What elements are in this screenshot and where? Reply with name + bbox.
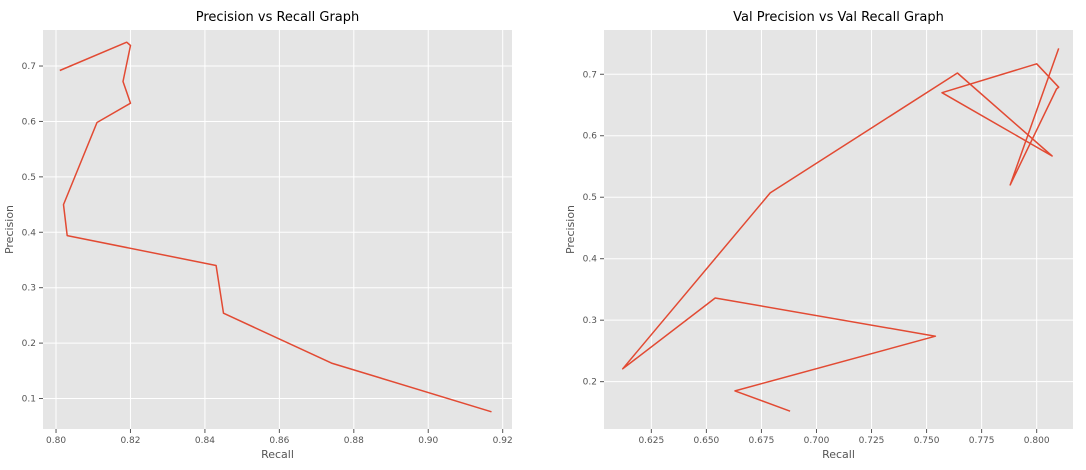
x-tick-label: 0.86 — [269, 436, 289, 446]
plot-area — [604, 30, 1073, 429]
y-tick-label: 0.7 — [583, 70, 597, 80]
grid-lines — [43, 30, 512, 429]
x-tick-label: 0.80 — [46, 436, 66, 446]
axis-ticks: 0.625 0.650 0.675 0.700 0.725 0.750 0.775 0.800… — [583, 70, 1050, 446]
plot-area — [43, 30, 512, 429]
y-tick-label: 0.5 — [22, 173, 36, 183]
x-axis-label: Recall — [261, 448, 294, 461]
x-tick-label: 0.92 — [493, 436, 513, 446]
y-tick-label: 0.4 — [583, 255, 598, 265]
y-tick-label: 0.2 — [22, 339, 36, 349]
y-tick-label: 0.6 — [583, 132, 598, 142]
y-tick-label: 0.5 — [583, 193, 597, 203]
x-tick-label: 0.675 — [749, 436, 775, 446]
series-line — [621, 48, 1060, 412]
grid-lines — [604, 30, 1073, 429]
x-tick-label: 0.775 — [969, 436, 995, 446]
chart-title: Val Precision vs Val Recall Graph — [733, 10, 944, 25]
x-tick-label: 0.700 — [804, 436, 830, 446]
y-tick-label: 0.2 — [583, 378, 597, 388]
y-tick-label: 0.3 — [583, 316, 597, 326]
x-tick-label: 0.90 — [418, 436, 438, 446]
y-tick-label: 0.1 — [22, 395, 36, 405]
x-tick-label: 0.725 — [859, 436, 885, 446]
x-tick-label: 0.650 — [694, 436, 720, 446]
series-line — [59, 41, 492, 413]
y-axis-label: Precision — [564, 205, 577, 254]
val-precision-recall-chart: 0.625 0.650 0.675 0.700 0.725 0.750 0.775 0.800… — [564, 10, 1073, 461]
x-axis-label: Recall — [822, 448, 855, 461]
series — [59, 41, 492, 413]
y-tick-label: 0.7 — [22, 62, 36, 72]
series — [621, 48, 1060, 412]
y-axis-label: Precision — [3, 205, 16, 254]
x-tick-label: 0.82 — [120, 436, 140, 446]
x-tick-label: 0.84 — [195, 436, 215, 446]
x-tick-label: 0.88 — [344, 436, 364, 446]
x-tick-label: 0.625 — [638, 436, 664, 446]
chart-title: Precision vs Recall Graph — [196, 10, 360, 25]
axis-ticks: 0.80 0.82 0.84 0.86 0.88 0.90 0.92 0.1 0.2 0.3 0.4… — [22, 62, 513, 446]
y-tick-label: 0.6 — [22, 117, 37, 127]
y-tick-label: 0.3 — [22, 284, 36, 294]
x-tick-label: 0.800 — [1024, 436, 1050, 446]
precision-recall-chart: 0.80 0.82 0.84 0.86 0.88 0.90 0.92 0.1 0.2 0.3 0.4… — [3, 10, 513, 461]
x-tick-label: 0.750 — [914, 436, 940, 446]
y-tick-label: 0.4 — [22, 228, 37, 238]
